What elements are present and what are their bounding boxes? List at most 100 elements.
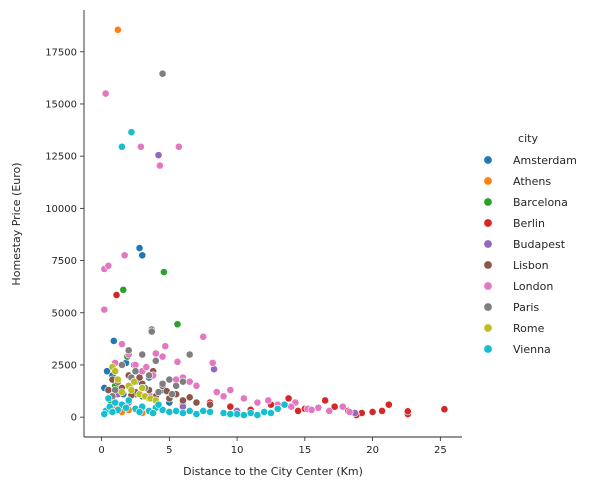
data-point	[151, 349, 160, 358]
data-point	[145, 371, 153, 380]
x-tick-label: 10	[231, 445, 244, 456]
x-tick-label: 20	[366, 445, 379, 456]
data-point	[178, 377, 187, 386]
data-point	[112, 291, 121, 299]
legend-title: city	[518, 132, 538, 145]
data-point	[154, 400, 163, 409]
data-point	[100, 410, 109, 418]
data-point	[210, 365, 218, 374]
data-point	[178, 396, 187, 405]
legend-label: London	[513, 280, 553, 293]
data-point	[154, 151, 163, 160]
data-point	[104, 394, 113, 403]
data-point	[280, 400, 289, 409]
data-point	[147, 327, 156, 336]
y-ticks: 0 2500 5000 7500 10000 12500 15000 17500	[45, 47, 84, 424]
legend-items: Amsterdam Athens Barcelona Berlin Budapest Li…	[483, 154, 577, 356]
data-point	[260, 408, 269, 416]
data-point	[368, 408, 377, 416]
data-point	[273, 404, 282, 413]
data-point	[325, 406, 334, 415]
data-point	[226, 410, 235, 418]
y-tick-label: 5000	[52, 308, 77, 319]
x-tick-label: 25	[434, 445, 447, 456]
data-point	[118, 340, 126, 348]
data-point	[131, 367, 140, 376]
legend: city Amsterdam Athens Barcelona Berlin Budap…	[483, 132, 577, 356]
data-point	[206, 400, 214, 409]
data-point	[384, 400, 393, 409]
data-point	[155, 161, 164, 170]
data-point	[111, 367, 120, 376]
data-point	[233, 410, 241, 418]
data-point	[185, 377, 194, 386]
data-point	[104, 386, 113, 394]
data-point	[103, 367, 111, 376]
x-axis-label: Distance to the City Center (Km)	[183, 465, 363, 478]
data-point	[192, 381, 201, 390]
data-point	[199, 332, 208, 341]
data-point	[178, 409, 187, 417]
data-point	[294, 406, 302, 415]
legend-marker	[483, 302, 493, 312]
legend-label: Paris	[513, 301, 539, 314]
data-point	[314, 403, 323, 412]
data-point	[226, 386, 235, 394]
data-point	[136, 142, 145, 151]
data-point	[138, 350, 147, 359]
data-point	[253, 411, 262, 419]
data-point	[118, 388, 126, 397]
data-point	[206, 408, 214, 416]
data-point	[161, 342, 170, 351]
data-point	[124, 396, 133, 405]
data-point	[226, 402, 235, 411]
data-point	[253, 398, 262, 407]
y-tick-label: 12500	[45, 152, 77, 163]
x-tick-label: 15	[298, 445, 311, 456]
data-point	[219, 409, 228, 417]
data-point	[246, 409, 255, 417]
data-point	[127, 128, 136, 137]
y-tick-label: 2500	[52, 360, 77, 371]
data-point	[174, 142, 183, 151]
data-point	[149, 409, 157, 417]
data-point	[160, 268, 168, 276]
y-tick-label: 7500	[52, 256, 77, 267]
data-point	[118, 142, 126, 151]
legend-marker	[483, 155, 493, 165]
data-point	[151, 356, 160, 365]
legend-label: Barcelona	[513, 196, 568, 209]
legend-label: Athens	[513, 175, 551, 188]
legend-marker	[483, 323, 493, 333]
data-point	[120, 251, 129, 260]
data-point	[264, 396, 273, 405]
data-point	[172, 381, 181, 390]
data-point	[185, 350, 194, 359]
data-point	[307, 405, 316, 414]
data-point	[267, 409, 275, 417]
data-point	[165, 408, 174, 416]
legend-marker	[483, 197, 493, 207]
data-point	[124, 346, 133, 355]
legend-label: Berlin	[513, 217, 545, 230]
data-point	[330, 402, 339, 411]
data-point	[212, 388, 221, 397]
legend-marker	[483, 218, 493, 228]
legend-label: Rome	[513, 322, 545, 335]
data-point	[338, 402, 347, 411]
data-point	[345, 408, 354, 416]
data-point	[135, 244, 144, 252]
y-tick-label: 0	[71, 413, 77, 424]
x-ticks: 0 5 10 15 20 25	[98, 437, 447, 456]
legend-marker	[483, 260, 493, 270]
legend-marker	[483, 239, 493, 249]
legend-label: Budapest	[513, 238, 566, 251]
data-point	[119, 285, 128, 294]
x-tick-label: 0	[98, 445, 104, 456]
data-point	[135, 408, 144, 416]
data-point	[208, 358, 217, 367]
legend-label: Vienna	[513, 343, 551, 356]
data-point	[192, 410, 201, 418]
data-point	[138, 384, 147, 392]
y-axis-label: Homestay Price (Euro)	[10, 162, 23, 285]
